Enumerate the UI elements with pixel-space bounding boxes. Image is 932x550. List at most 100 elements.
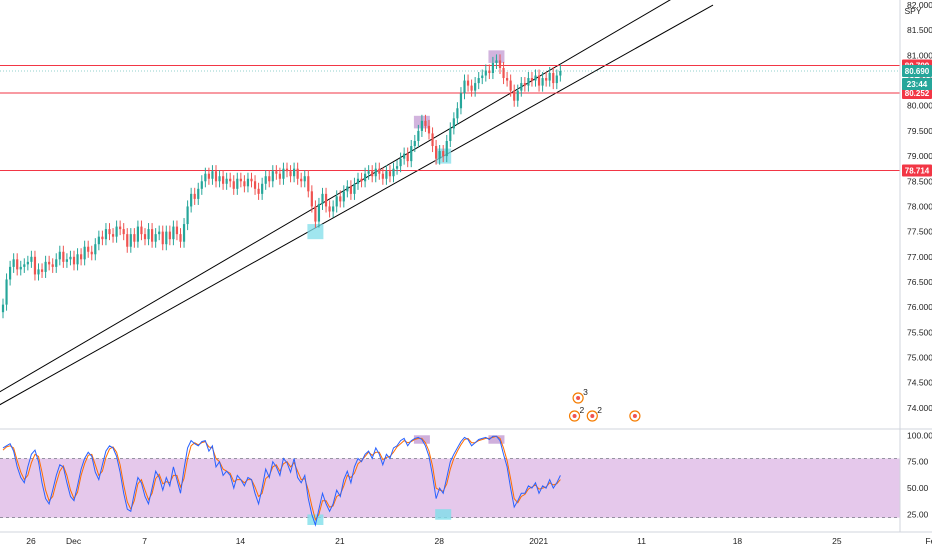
candle: [506, 72, 509, 87]
candle-body: [459, 93, 463, 109]
candle-body: [403, 153, 406, 159]
price-pane[interactable]: 32 2: [0, 0, 900, 422]
candle-body: [310, 191, 313, 207]
candle: [40, 263, 44, 278]
candle: [310, 185, 313, 213]
price-tick-label: 77.500: [907, 227, 932, 237]
candle: [119, 220, 122, 236]
candle-body: [328, 206, 331, 212]
candle: [190, 187, 193, 213]
candle: [55, 253, 58, 273]
price-tick-label: 76.000: [907, 302, 932, 312]
candle-body: [62, 251, 65, 262]
candle: [498, 54, 502, 75]
candle-body: [449, 128, 452, 141]
candle-body: [559, 70, 562, 76]
price-tick-label: 81.500: [907, 25, 932, 35]
time-tick-label: 21: [335, 536, 345, 546]
candle: [527, 72, 530, 92]
candle: [332, 200, 335, 218]
candle-body: [498, 60, 502, 68]
candle-body: [502, 67, 505, 79]
candle-body: [243, 181, 246, 187]
candle: [275, 165, 278, 180]
time-tick-label: 26: [26, 536, 36, 546]
price-tick-label: 75.000: [907, 353, 932, 363]
candle-body: [435, 146, 438, 159]
countdown-tag: 23:44: [907, 80, 928, 89]
trendline-1: [0, 0, 671, 393]
candle-body: [126, 234, 129, 247]
candle-body: [129, 234, 132, 247]
candle-body: [80, 254, 83, 260]
candle-body: [222, 176, 225, 184]
candle-body: [488, 70, 491, 74]
stoch-k-line: [2, 435, 561, 527]
time-tick-label: 7: [142, 536, 147, 546]
candle: [5, 273, 8, 311]
candle: [385, 165, 388, 185]
candle: [321, 187, 324, 210]
candle: [342, 185, 345, 208]
candle: [151, 223, 154, 248]
candle: [83, 240, 86, 266]
candle: [126, 228, 129, 253]
candle: [236, 172, 239, 195]
candle: [417, 124, 420, 148]
candle-body: [140, 226, 143, 235]
candle: [293, 162, 296, 183]
price-tick-label: 78.500: [907, 176, 932, 186]
candle: [346, 180, 349, 198]
candle-body: [197, 188, 200, 199]
candle-body: [55, 259, 58, 267]
candle: [204, 167, 207, 188]
candle-body: [23, 264, 26, 267]
last-price-tag: 80.690: [905, 67, 930, 76]
candle-body: [481, 75, 484, 79]
candle: [438, 145, 441, 165]
stochastic-pane[interactable]: [0, 435, 900, 527]
candle-body: [278, 173, 281, 179]
price-tick-label: 74.000: [907, 403, 932, 413]
candle: [129, 228, 132, 253]
candle-body: [537, 75, 541, 86]
candle-body: [513, 90, 516, 101]
candle-body: [182, 224, 186, 242]
candle-body: [207, 173, 210, 179]
candle: [388, 165, 392, 183]
candle-body: [410, 146, 413, 162]
candle-body: [356, 178, 360, 184]
event-marker-label: 3: [583, 387, 588, 397]
candle-body: [97, 236, 100, 245]
candle-body: [257, 188, 260, 194]
candle: [136, 220, 139, 248]
event-marker-label: 2: [597, 405, 602, 415]
candle-body: [303, 176, 306, 182]
candle-body: [190, 193, 193, 207]
candle: [80, 248, 83, 266]
candle: [12, 253, 15, 273]
candle-body: [37, 269, 40, 275]
candle-body: [381, 173, 384, 179]
candle: [218, 170, 221, 188]
candle-body: [108, 229, 111, 235]
candle-body: [364, 173, 367, 182]
candle-body: [282, 168, 285, 179]
candle: [392, 162, 395, 183]
candle-body: [253, 181, 257, 189]
time-tick-label: 11: [637, 536, 646, 546]
candle: [541, 72, 544, 92]
candle-body: [236, 178, 239, 189]
candle-body: [321, 193, 324, 204]
stoch-highlight-box-4: [488, 435, 505, 444]
candle: [65, 253, 68, 268]
candle-body: [548, 73, 551, 81]
candle: [72, 250, 76, 271]
candle-body: [335, 196, 338, 207]
candle: [502, 61, 505, 85]
candle-body: [516, 90, 519, 101]
candle-body: [339, 196, 342, 202]
candle: [175, 220, 179, 241]
